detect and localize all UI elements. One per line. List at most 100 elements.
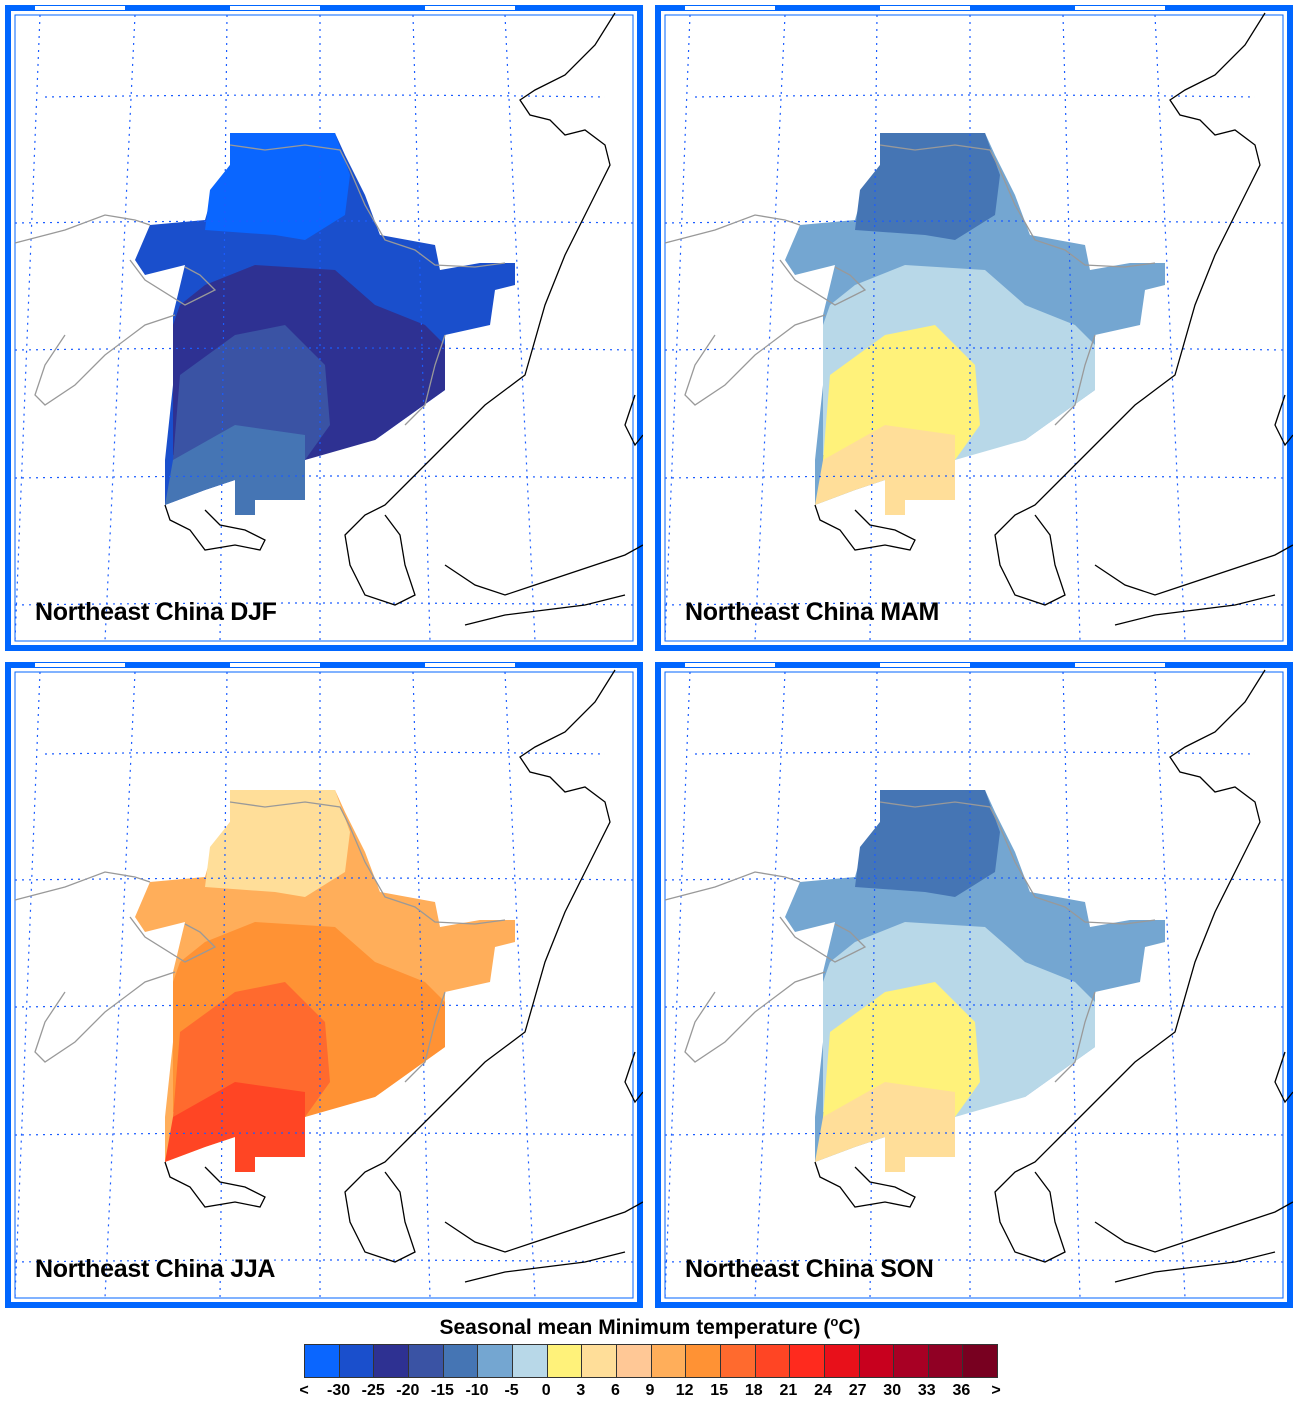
colorbar-swatch	[443, 1345, 479, 1377]
parallel-gridline	[44, 751, 606, 755]
panel-title: Northeast China DJF	[35, 598, 277, 626]
coastline	[464, 1251, 626, 1283]
coastline	[444, 1201, 643, 1253]
country-border	[129, 916, 217, 963]
colorbar-swatch	[408, 1345, 444, 1377]
colorbar-tick-label: -25	[361, 1382, 385, 1399]
colorbar-tick-label: 15	[710, 1382, 729, 1399]
parallel-gridline	[14, 1132, 636, 1136]
temperature-field-region	[815, 425, 955, 515]
coastline	[1094, 544, 1293, 596]
country-border	[879, 144, 1156, 268]
colorbar-swatch	[616, 1345, 652, 1377]
country-border	[14, 871, 151, 901]
country-border	[34, 971, 176, 1063]
colorbar-swatch	[374, 1345, 409, 1377]
meridian-gridline	[1154, 671, 1186, 1299]
map	[655, 662, 1293, 1308]
colorbar-tick-label: 27	[848, 1382, 867, 1399]
coastline	[344, 669, 616, 1263]
map	[655, 5, 1293, 651]
meridian-gridline	[104, 14, 136, 642]
temperature-field-region	[173, 982, 330, 1117]
parallel-gridline	[664, 602, 1286, 606]
coastline	[444, 544, 643, 596]
temperature-field-region	[855, 133, 1000, 240]
parallel-gridline	[664, 1132, 1286, 1136]
panel-title: Northeast China MAM	[685, 598, 940, 626]
country-border	[684, 971, 826, 1063]
parallel-gridline	[664, 347, 1286, 351]
colorbar-swatch	[824, 1345, 860, 1377]
parallel-gridline	[14, 1004, 636, 1008]
colorbar-swatch	[928, 1345, 964, 1377]
colorbar-swatch	[720, 1345, 756, 1377]
colorbar-swatch	[339, 1345, 375, 1377]
colorbar-swatch	[512, 1345, 548, 1377]
country-border	[779, 259, 867, 306]
meridian-gridline	[504, 14, 536, 642]
colorbar-tick-label: -10	[465, 1382, 489, 1399]
colorbar-swatch	[478, 1345, 513, 1377]
temperature-field-region	[823, 982, 980, 1117]
meridian-gridline	[104, 671, 136, 1299]
coastline	[1094, 1201, 1293, 1253]
temperature-field-region	[815, 1082, 955, 1172]
meridian-gridline	[14, 14, 41, 642]
colorbar-tick-label: 33	[917, 1382, 936, 1399]
panel-title: Northeast China SON	[685, 1255, 934, 1283]
coastline	[1274, 1051, 1293, 1104]
country-border	[404, 991, 446, 1083]
colorbar-tick-label: 3	[576, 1382, 586, 1399]
colorbar-swatch	[547, 1345, 583, 1377]
map-frame	[655, 5, 1293, 651]
colorbar-tick-label: -5	[504, 1382, 519, 1399]
map	[5, 662, 643, 1308]
colorbar	[304, 1344, 998, 1378]
parallel-gridline	[664, 1259, 1286, 1263]
coastline	[624, 394, 643, 447]
colorbar-swatch	[963, 1345, 998, 1377]
colorbar-tick-label: 21	[779, 1382, 798, 1399]
coastline	[994, 12, 1266, 606]
colorbar-tick-label: 36	[952, 1382, 971, 1399]
country-border	[14, 214, 151, 244]
colorbar-swatch	[686, 1345, 721, 1377]
country-border	[129, 259, 217, 306]
colorbar-tick-label: 30	[883, 1382, 902, 1399]
parallel-gridline	[14, 220, 636, 224]
map-panel-jja: Northeast China JJA	[5, 662, 643, 1308]
coastline	[624, 1051, 643, 1104]
parallel-gridline	[14, 475, 636, 479]
parallel-gridline	[664, 220, 1286, 224]
coastline	[164, 1161, 266, 1208]
colorbar-tick-label: 12	[675, 1382, 694, 1399]
parallel-gridline	[694, 94, 1256, 98]
country-border	[34, 314, 176, 406]
colorbar-swatch	[790, 1345, 825, 1377]
country-border	[664, 871, 801, 901]
colorbar-tick-label: 0	[541, 1382, 551, 1399]
map-panel-son: Northeast China SON	[655, 662, 1293, 1308]
map-frame	[655, 662, 1293, 1308]
coastline	[1274, 394, 1293, 447]
temperature-field-region	[855, 790, 1000, 897]
panel-title: Northeast China JJA	[35, 1255, 276, 1283]
temperature-field-region	[173, 325, 330, 460]
colorbar-tick-label: -15	[430, 1382, 454, 1399]
map-panel-djf: Northeast China DJF	[5, 5, 643, 651]
meridian-gridline	[1154, 14, 1186, 642]
colorbar-swatch	[305, 1345, 340, 1377]
meridian-gridline	[664, 14, 691, 642]
meridian-gridline	[664, 671, 691, 1299]
colorbar-tick-label: <	[299, 1382, 309, 1399]
coastline	[994, 669, 1266, 1263]
meridian-gridline	[14, 671, 41, 1299]
colorbar-tick-label: 9	[645, 1382, 655, 1399]
coastline	[164, 504, 266, 551]
parallel-gridline	[14, 1259, 636, 1263]
coastline	[814, 1161, 916, 1208]
country-border	[879, 801, 1156, 925]
meridian-gridline	[504, 671, 536, 1299]
country-border	[664, 214, 801, 244]
